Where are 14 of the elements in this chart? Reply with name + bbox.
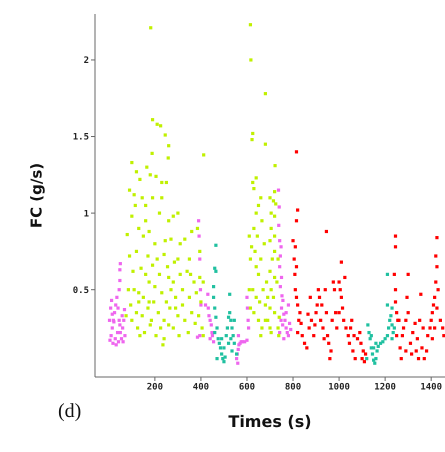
x-tick-label: 800 <box>284 382 302 392</box>
y-tick-label: 0.5 <box>72 286 89 296</box>
x-axis-title: Times (s) <box>228 412 312 431</box>
x-tick-label: 400 <box>192 382 210 392</box>
y-axis-title: FC (g/s) <box>27 162 46 228</box>
y-tick-label: 1.5 <box>72 132 89 143</box>
x-tick-label: 1400 <box>420 382 442 392</box>
x-tick-label: 200 <box>146 382 163 392</box>
x-tick-label: 600 <box>238 382 256 392</box>
x-tick-label: 1200 <box>374 382 396 392</box>
y-tick-label: 1 <box>84 209 89 220</box>
y-tick-label: 2 <box>84 56 89 66</box>
text: (d) <box>58 400 82 423</box>
x-tick-label: 1000 <box>328 382 350 392</box>
